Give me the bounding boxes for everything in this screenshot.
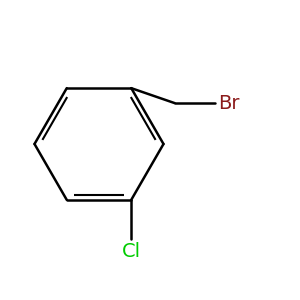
Text: Cl: Cl (122, 242, 141, 261)
Text: Br: Br (218, 94, 239, 112)
